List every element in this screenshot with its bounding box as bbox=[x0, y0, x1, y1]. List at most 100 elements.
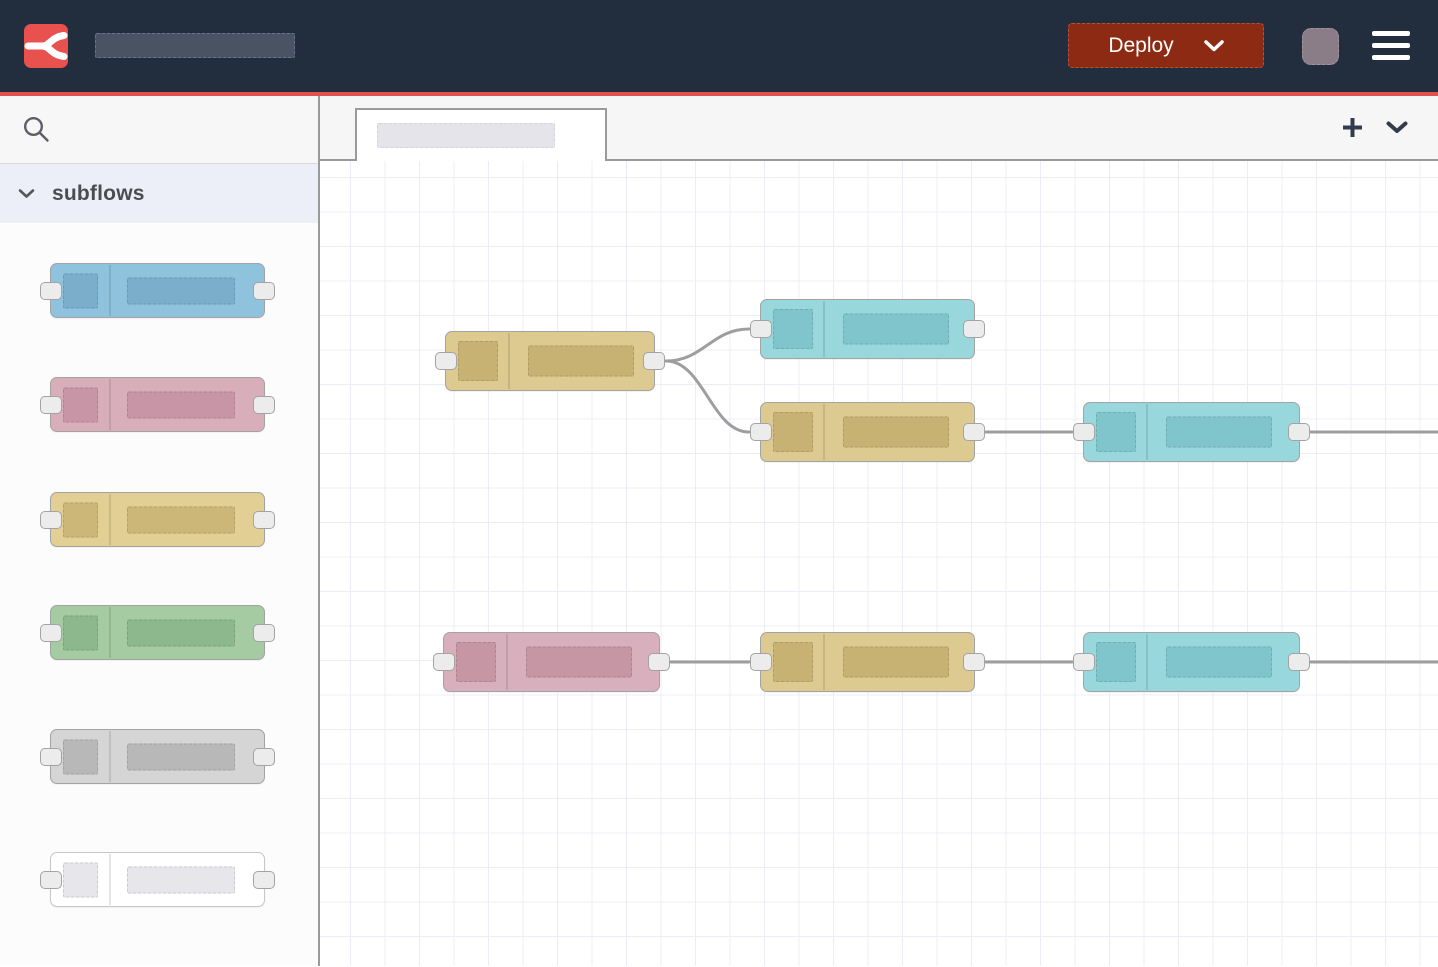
node-input-port[interactable] bbox=[1073, 423, 1095, 441]
node-icon-placeholder bbox=[1096, 412, 1136, 452]
node-input-port[interactable] bbox=[750, 320, 772, 338]
node-icon-placeholder bbox=[63, 862, 98, 897]
chevron-down-icon bbox=[1203, 39, 1224, 51]
canvas-node-1[interactable] bbox=[435, 331, 665, 391]
palette-node-blue[interactable] bbox=[40, 263, 275, 318]
node-input-port[interactable] bbox=[40, 281, 62, 300]
node-icon-placeholder bbox=[773, 309, 813, 349]
node-output-port[interactable] bbox=[253, 623, 275, 642]
canvas-node-4[interactable] bbox=[1073, 402, 1310, 462]
node-icon-placeholder bbox=[773, 642, 813, 682]
palette-category-label: subflows bbox=[52, 181, 145, 205]
node-output-port[interactable] bbox=[963, 653, 985, 671]
node-output-port[interactable] bbox=[963, 320, 985, 338]
node-input-port[interactable] bbox=[40, 870, 62, 889]
node-icon-placeholder bbox=[63, 273, 98, 308]
node-input-port[interactable] bbox=[750, 423, 772, 441]
canvas-node-2[interactable] bbox=[750, 299, 985, 359]
node-input-port[interactable] bbox=[40, 623, 62, 642]
node-icon-separator bbox=[1146, 634, 1148, 690]
node-label-placeholder bbox=[1166, 646, 1272, 678]
flow-canvas[interactable] bbox=[320, 161, 1438, 966]
node-output-port[interactable] bbox=[253, 281, 275, 300]
node-label-placeholder bbox=[127, 866, 235, 893]
workspace-column bbox=[320, 96, 1438, 966]
main-area: subflows bbox=[0, 96, 1438, 966]
palette-items bbox=[0, 223, 318, 967]
node-icon-separator bbox=[823, 404, 825, 460]
node-icon-placeholder bbox=[63, 615, 98, 650]
node-input-port[interactable] bbox=[433, 653, 455, 671]
plus-icon bbox=[1343, 118, 1362, 137]
node-output-port[interactable] bbox=[963, 423, 985, 441]
palette-node-white[interactable] bbox=[40, 852, 275, 907]
palette-node-pink[interactable] bbox=[40, 377, 275, 432]
node-label-placeholder bbox=[127, 619, 235, 646]
node-label-placeholder bbox=[843, 646, 949, 678]
canvas-node-6[interactable] bbox=[750, 632, 985, 692]
node-icon-placeholder bbox=[63, 387, 98, 422]
node-icon-separator bbox=[508, 333, 510, 389]
palette-sidebar: subflows bbox=[0, 96, 320, 966]
node-output-port[interactable] bbox=[253, 510, 275, 529]
node-label-placeholder bbox=[526, 646, 632, 678]
flow-list-button[interactable] bbox=[1386, 121, 1408, 134]
node-input-port[interactable] bbox=[1073, 653, 1095, 671]
node-label-placeholder bbox=[127, 277, 235, 304]
deploy-button-label: Deploy bbox=[1108, 33, 1174, 57]
node-icon-separator bbox=[109, 265, 111, 316]
palette-category-subflows[interactable]: subflows bbox=[0, 164, 318, 223]
node-icon-separator bbox=[109, 607, 111, 658]
add-flow-button[interactable] bbox=[1341, 116, 1364, 139]
node-label-placeholder bbox=[127, 391, 235, 418]
node-icon-placeholder bbox=[458, 341, 498, 381]
node-input-port[interactable] bbox=[40, 747, 62, 766]
node-icon-placeholder bbox=[773, 412, 813, 452]
node-output-port[interactable] bbox=[643, 352, 665, 370]
canvas-node-5[interactable] bbox=[433, 632, 670, 692]
node-icon-separator bbox=[109, 494, 111, 545]
palette-node-yellow[interactable] bbox=[40, 492, 275, 547]
header: Deploy bbox=[0, 0, 1438, 92]
wire[interactable] bbox=[664, 327, 751, 363]
wires-layer bbox=[664, 327, 1438, 664]
node-icon-placeholder bbox=[63, 502, 98, 537]
node-input-port[interactable] bbox=[435, 352, 457, 370]
node-icon-placeholder bbox=[63, 739, 98, 774]
user-avatar[interactable] bbox=[1302, 28, 1339, 65]
workspace-tab-bar bbox=[320, 96, 1438, 161]
node-output-port[interactable] bbox=[648, 653, 670, 671]
palette-search-input[interactable] bbox=[0, 96, 318, 164]
node-input-port[interactable] bbox=[40, 395, 62, 414]
node-icon-separator bbox=[823, 634, 825, 690]
tab-actions bbox=[1341, 96, 1408, 159]
search-icon bbox=[23, 116, 49, 142]
chevron-down-icon bbox=[1386, 121, 1408, 133]
node-icon-placeholder bbox=[456, 642, 496, 682]
canvas-node-3[interactable] bbox=[750, 402, 985, 462]
palette-node-green[interactable] bbox=[40, 605, 275, 660]
canvas-node-7[interactable] bbox=[1073, 632, 1310, 692]
node-icon-separator bbox=[1146, 404, 1148, 460]
node-label-placeholder bbox=[127, 506, 235, 533]
node-output-port[interactable] bbox=[253, 870, 275, 889]
deploy-button[interactable]: Deploy bbox=[1068, 23, 1264, 68]
node-input-port[interactable] bbox=[750, 653, 772, 671]
node-input-port[interactable] bbox=[40, 510, 62, 529]
node-label-placeholder bbox=[843, 416, 949, 448]
header-title-placeholder bbox=[95, 33, 295, 58]
node-output-port[interactable] bbox=[253, 747, 275, 766]
node-output-port[interactable] bbox=[253, 395, 275, 414]
header-accent-line bbox=[0, 92, 1438, 96]
workspace-tab-active[interactable] bbox=[355, 108, 607, 161]
wire[interactable] bbox=[664, 359, 751, 434]
node-label-placeholder bbox=[843, 313, 949, 345]
node-icon-separator bbox=[506, 634, 508, 690]
node-icon-separator bbox=[109, 379, 111, 430]
palette-node-gray[interactable] bbox=[40, 729, 275, 784]
node-output-port[interactable] bbox=[1288, 423, 1310, 441]
node-icon-placeholder bbox=[1096, 642, 1136, 682]
node-red-fork-icon bbox=[24, 32, 68, 60]
hamburger-menu-icon[interactable] bbox=[1372, 31, 1410, 60]
node-output-port[interactable] bbox=[1288, 653, 1310, 671]
